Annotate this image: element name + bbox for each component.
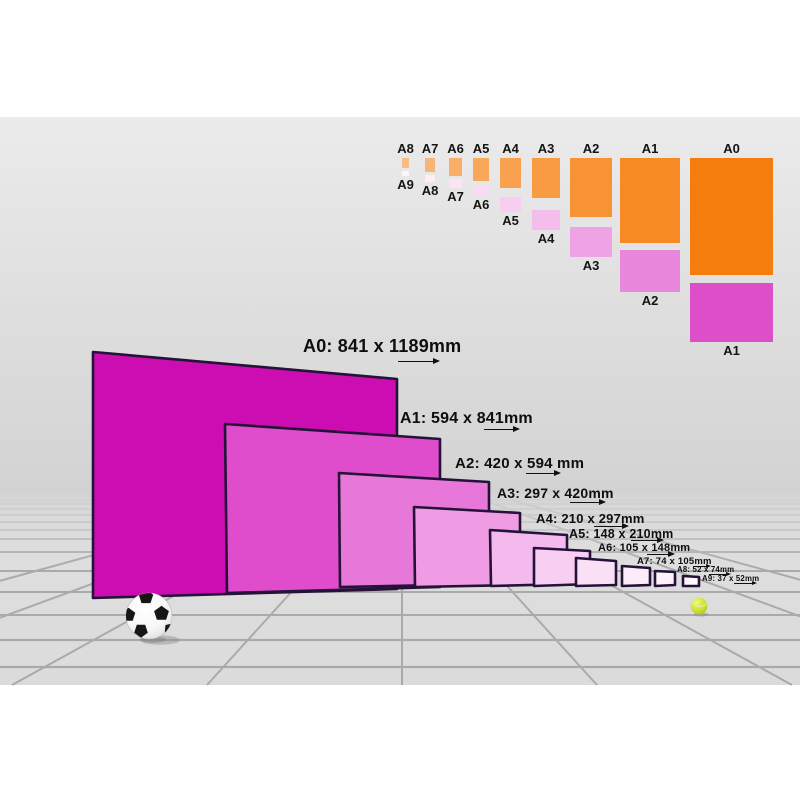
chart-portrait-rect-a7	[425, 158, 435, 172]
chart-landscape-rect-a2	[620, 250, 680, 292]
chart-portrait-rect-a2	[570, 158, 612, 217]
chart-top-label-a8: A8	[397, 141, 414, 156]
chart-landscape-rect-a4	[532, 210, 560, 230]
chart-bottom-label-a3: A3	[582, 258, 600, 273]
dimension-arrow-a0	[398, 358, 440, 365]
dimension-arrow-a7	[694, 563, 711, 568]
chart-landscape-rect-a6	[473, 185, 489, 196]
chart-top-label-a0: A0	[723, 141, 740, 156]
dimension-arrow-a8	[709, 572, 731, 577]
chart-portrait-rect-a0	[690, 158, 773, 275]
chart-top-label-a6: A6	[447, 141, 464, 156]
chart-top-label-a5: A5	[472, 141, 490, 156]
chart-top-label-a7: A7	[421, 141, 439, 156]
chart-landscape-rect-a9	[402, 171, 409, 176]
dimension-arrow-a1	[484, 426, 520, 433]
chart-top-label-a1: A1	[641, 141, 659, 156]
chart-top-label-a4: A4	[502, 141, 519, 156]
dimension-arrow-a9	[734, 581, 757, 586]
dimension-arrow-a3	[570, 499, 606, 506]
label-a8: A8: 52 x 74mm	[677, 565, 735, 574]
chart-portrait-rect-a4	[500, 158, 521, 188]
chart-top-label-a3: A3	[537, 141, 555, 156]
dimension-arrow-a5	[631, 537, 664, 544]
chart-landscape-rect-a8	[425, 175, 435, 182]
label-a7: A7: 74 x 105mm	[637, 556, 712, 567]
chart-bottom-label-a6: A6	[472, 197, 490, 212]
chart-landscape-rect-a5	[500, 197, 521, 212]
dimension-arrow-a4	[594, 523, 629, 530]
chart-portrait-rect-a1	[620, 158, 680, 243]
chart-portrait-rect-a3	[532, 158, 560, 198]
chart-bottom-label-a9: A9	[397, 177, 414, 192]
label-a9: A9: 37 x 52mm	[702, 574, 760, 583]
scene-background	[0, 117, 800, 685]
chart-bottom-label-a7: A7	[447, 189, 464, 204]
chart-bottom-label-a4: A4	[537, 231, 555, 246]
chart-portrait-rect-a6	[449, 158, 462, 176]
label-a2: A2: 420 x 594 mm	[455, 455, 585, 472]
chart-top-label-a2: A2	[582, 141, 600, 156]
label-a6: A6: 105 x 148mm	[598, 542, 691, 554]
chart-portrait-rect-a5	[473, 158, 489, 181]
chart-bottom-label-a1: A1	[723, 343, 740, 358]
dimension-arrow-a6	[647, 550, 675, 557]
label-a3: A3: 297 x 420mm	[497, 485, 614, 501]
label-a5: A5: 148 x 210mm	[569, 527, 674, 541]
label-a0: A0: 841 x 1189mm	[303, 336, 462, 356]
dimension-arrow-a2	[526, 470, 561, 477]
label-a4: A4: 210 x 297mm	[536, 511, 645, 526]
chart-landscape-rect-a1	[690, 283, 773, 342]
chart-bottom-label-a8: A8	[421, 183, 439, 198]
label-a1: A1: 594 x 841mm	[400, 410, 533, 427]
chart-landscape-rect-a7	[449, 179, 462, 188]
chart-bottom-label-a5: A5	[502, 213, 519, 228]
chart-landscape-rect-a3	[570, 227, 612, 257]
chart-bottom-label-a2: A2	[641, 293, 659, 308]
chart-portrait-rect-a8	[402, 158, 409, 168]
